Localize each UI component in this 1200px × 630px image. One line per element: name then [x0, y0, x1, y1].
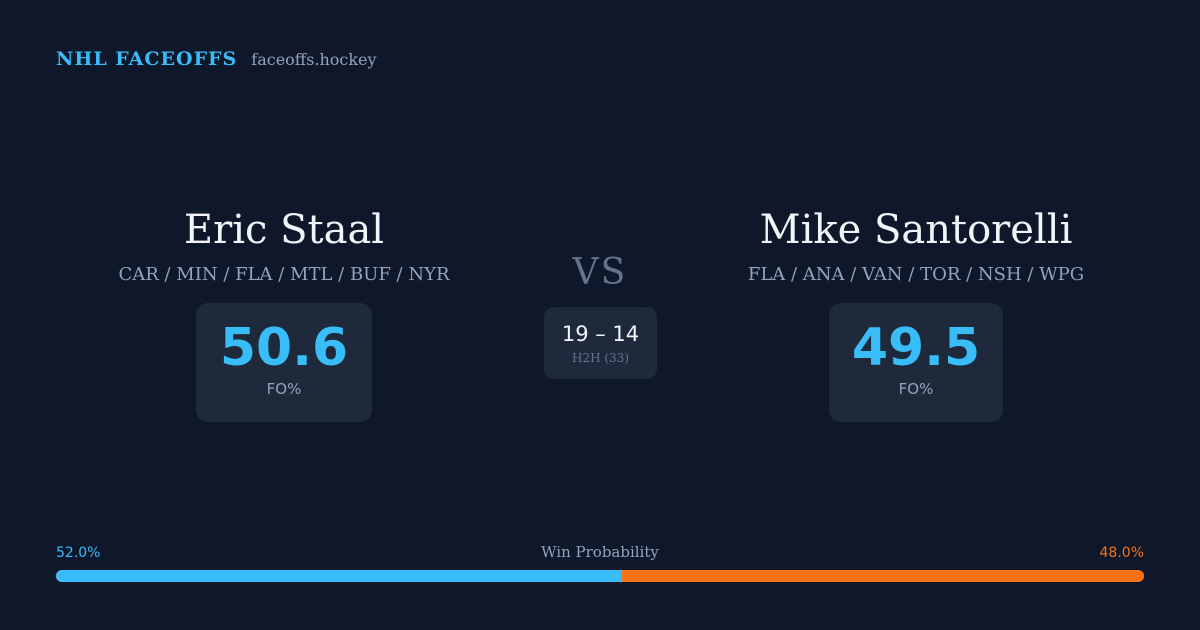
player-left-fo-label: FO%	[266, 379, 302, 398]
player-left-fo-value: 50.6	[219, 317, 349, 378]
player-right-teams: FLA / ANA / VAN / TOR / NSH / WPG	[747, 264, 1085, 285]
player-left-name: Eric Staal	[183, 207, 385, 253]
win-probability-title: Win Probability	[541, 543, 659, 561]
brand-url: faceoffs.hockey	[251, 50, 377, 69]
brand-name: NHL FACEOFFS	[56, 48, 238, 70]
win-probability-left-fill	[56, 570, 622, 582]
player-left: Eric Staal CAR / MIN / FLA / MTL / BUF /…	[74, 206, 494, 422]
head-to-head-score: 19 – 14	[561, 322, 640, 346]
player-right-name: Mike Santorelli	[759, 207, 1073, 253]
head-to-head-label: H2H (33)	[571, 351, 629, 365]
win-probability-right-value: 48.0%	[1099, 545, 1144, 561]
win-probability-bar	[56, 570, 1144, 582]
brand-header: NHL FACEOFFS faceoffs.hockey	[56, 48, 377, 70]
player-right-fo-value: 49.5	[851, 317, 981, 378]
head-to-head-card: 19 – 14 H2H (33)	[544, 307, 657, 379]
player-right: Mike Santorelli FLA / ANA / VAN / TOR / …	[706, 206, 1126, 422]
player-left-stat-card: 50.6 FO%	[196, 303, 372, 422]
player-left-teams: CAR / MIN / FLA / MTL / BUF / NYR	[118, 264, 450, 285]
player-right-fo-label: FO%	[898, 379, 934, 398]
win-probability-labels: 52.0% Win Probability 48.0%	[56, 543, 1144, 563]
win-probability-left-value: 52.0%	[56, 545, 101, 561]
win-probability-right-fill	[621, 570, 1144, 582]
versus-label: VS	[572, 252, 628, 293]
player-right-stat-card: 49.5 FO%	[829, 303, 1003, 422]
